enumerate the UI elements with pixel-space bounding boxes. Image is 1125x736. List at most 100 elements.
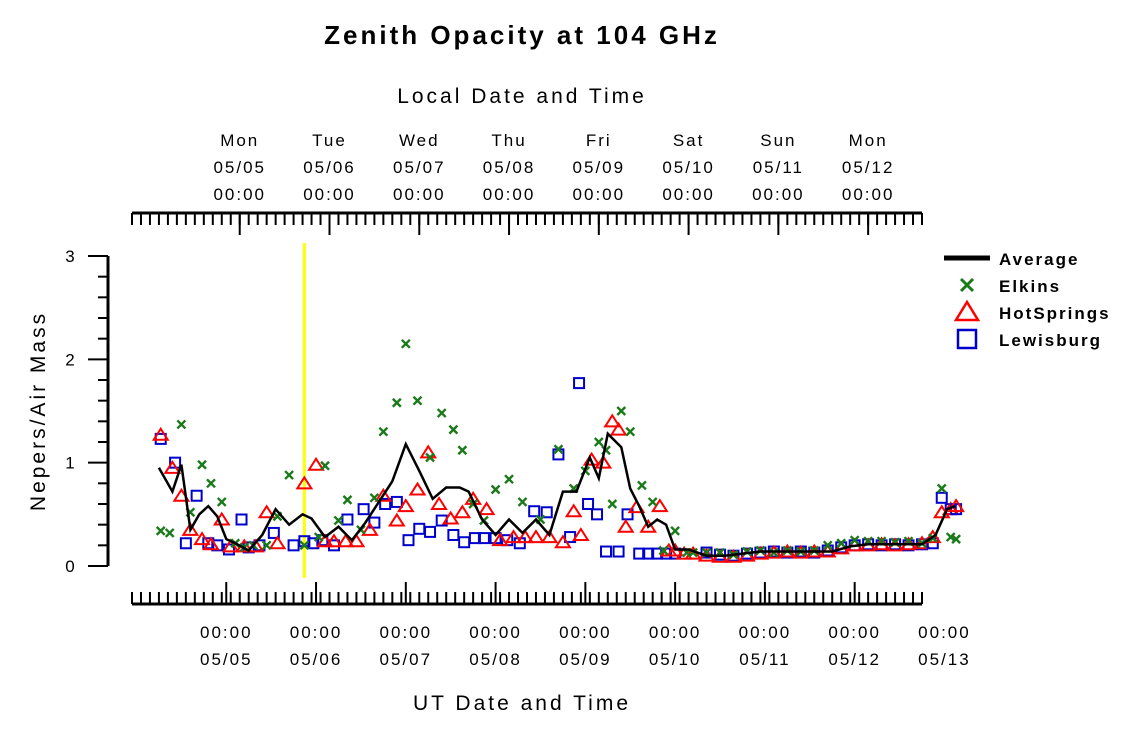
elkins-point xyxy=(425,452,435,463)
lewisburg-point xyxy=(935,491,948,504)
hotsprings-point xyxy=(268,535,287,550)
elkins-point-stroke xyxy=(616,406,627,416)
bottom-tick-label-time: 00:00 xyxy=(918,623,971,642)
lewisburg-point xyxy=(235,513,248,526)
elkins-point-stroke xyxy=(425,452,435,463)
top-tick-label-day: Thu xyxy=(491,131,526,150)
top-tick-label-date: 05/12 xyxy=(842,158,895,177)
legend-hotsprings-swatch xyxy=(953,299,981,322)
top-tick-label-date: 05/11 xyxy=(753,158,804,177)
elkins-point xyxy=(945,532,956,542)
elkins-point-stroke xyxy=(333,515,344,526)
elkins-point xyxy=(391,397,402,408)
elkins-point xyxy=(448,424,459,435)
elkins-point-stroke xyxy=(378,426,389,437)
lewisburg-point xyxy=(468,532,481,545)
hotsprings-point xyxy=(603,413,622,428)
hotsprings-point xyxy=(477,501,496,516)
bottom-tick-label-time: 00:00 xyxy=(380,623,433,642)
lewisburg-point xyxy=(447,529,460,541)
lewisburg-point xyxy=(368,516,381,529)
elkins-point xyxy=(670,526,680,536)
elkins-point xyxy=(517,497,528,507)
elkins-point xyxy=(412,395,423,406)
elkins-point-stroke xyxy=(299,540,310,551)
elkins-point xyxy=(216,497,227,507)
hotsprings-point xyxy=(572,527,590,541)
elkins-point xyxy=(176,419,187,430)
top-tick-label-time: 00:00 xyxy=(662,185,715,204)
hotsprings-point xyxy=(516,529,535,544)
elkins-point xyxy=(849,535,860,546)
elkins-point xyxy=(378,426,389,437)
bottom-tick-label-time: 00:00 xyxy=(649,623,702,642)
bottom-tick-label-time: 00:00 xyxy=(200,623,253,642)
top-tick-label-time: 00:00 xyxy=(213,185,266,204)
elkins-point-stroke xyxy=(457,445,468,456)
elkins-point xyxy=(155,526,166,536)
bottom-tick-label-time: 00:00 xyxy=(559,623,612,642)
bottom-tick-label-date: 05/10 xyxy=(649,650,702,669)
elkins-point xyxy=(490,484,501,495)
lewisburg-point xyxy=(540,506,553,519)
lewisburg-point xyxy=(390,495,403,508)
bottom-tick-label-time: 00:00 xyxy=(739,623,792,642)
hotsprings-point xyxy=(193,531,211,546)
elkins-point-stroke xyxy=(197,459,207,470)
legend: Average Elkins HotSprings Lewisburg xyxy=(944,250,1109,350)
elkins-point xyxy=(637,480,647,491)
top-axis-title: Local Date and Time xyxy=(397,85,647,108)
series-layer xyxy=(151,338,965,563)
bottom-tick-label-time: 00:00 xyxy=(290,623,343,642)
elkins-point-stroke xyxy=(647,497,658,507)
elkins-point xyxy=(504,474,514,485)
lewisburg-point xyxy=(211,539,224,552)
hotsprings-point xyxy=(388,512,406,527)
legend-label: Average xyxy=(999,250,1079,269)
hotsprings-point xyxy=(307,456,325,471)
elkins-point-stroke xyxy=(849,535,860,546)
elkins-point-stroke xyxy=(607,499,618,509)
elkins-point-stroke xyxy=(155,526,166,536)
elkins-point xyxy=(333,515,344,526)
hotsprings-point xyxy=(564,503,583,518)
hotsprings-point xyxy=(504,529,523,544)
elkins-point-stroke xyxy=(176,419,187,430)
elkins-point-stroke xyxy=(945,532,956,542)
top-tick-label-date: 05/05 xyxy=(213,158,266,177)
lewisburg-point xyxy=(267,526,280,539)
elkins-point-stroke xyxy=(164,528,175,538)
elkins-point xyxy=(261,540,272,551)
average-line xyxy=(157,431,956,557)
elkins-point-stroke xyxy=(412,395,423,406)
hotsprings-point xyxy=(453,504,472,519)
hotsprings-point xyxy=(639,518,658,533)
hotsprings-point xyxy=(295,475,314,490)
bottom-tick-label-date: 05/11 xyxy=(739,650,790,669)
top-tick-label-date: 05/10 xyxy=(662,158,715,177)
top-tick-label-date: 05/08 xyxy=(483,158,536,177)
legend-label: Elkins xyxy=(999,277,1061,296)
elkins-point xyxy=(320,460,330,471)
elkins-point xyxy=(284,470,294,480)
elkins-point xyxy=(951,534,961,544)
elkins-point-stroke xyxy=(400,338,411,349)
lewisburg-point xyxy=(179,537,192,550)
elkins-point-stroke xyxy=(936,483,947,494)
elkins-point xyxy=(647,497,658,507)
top-tick-label-day: Sat xyxy=(673,131,705,150)
legend-elkins-swatch xyxy=(959,277,975,293)
lewisburg-point xyxy=(600,545,612,558)
top-tick-label-day: Sun xyxy=(760,131,796,150)
elkins-point xyxy=(822,540,833,551)
lewisburg-point xyxy=(287,539,300,552)
top-tick-label-day: Fri xyxy=(586,131,612,150)
top-tick-label-day: Mon xyxy=(220,131,259,150)
lewisburg-point xyxy=(307,537,320,550)
lewisburg-point xyxy=(642,547,655,560)
bottom-tick-label-date: 05/13 xyxy=(918,650,971,669)
hotsprings-point xyxy=(527,529,545,544)
lewisburg-point xyxy=(700,546,713,559)
elkins-point-stroke xyxy=(436,408,447,418)
